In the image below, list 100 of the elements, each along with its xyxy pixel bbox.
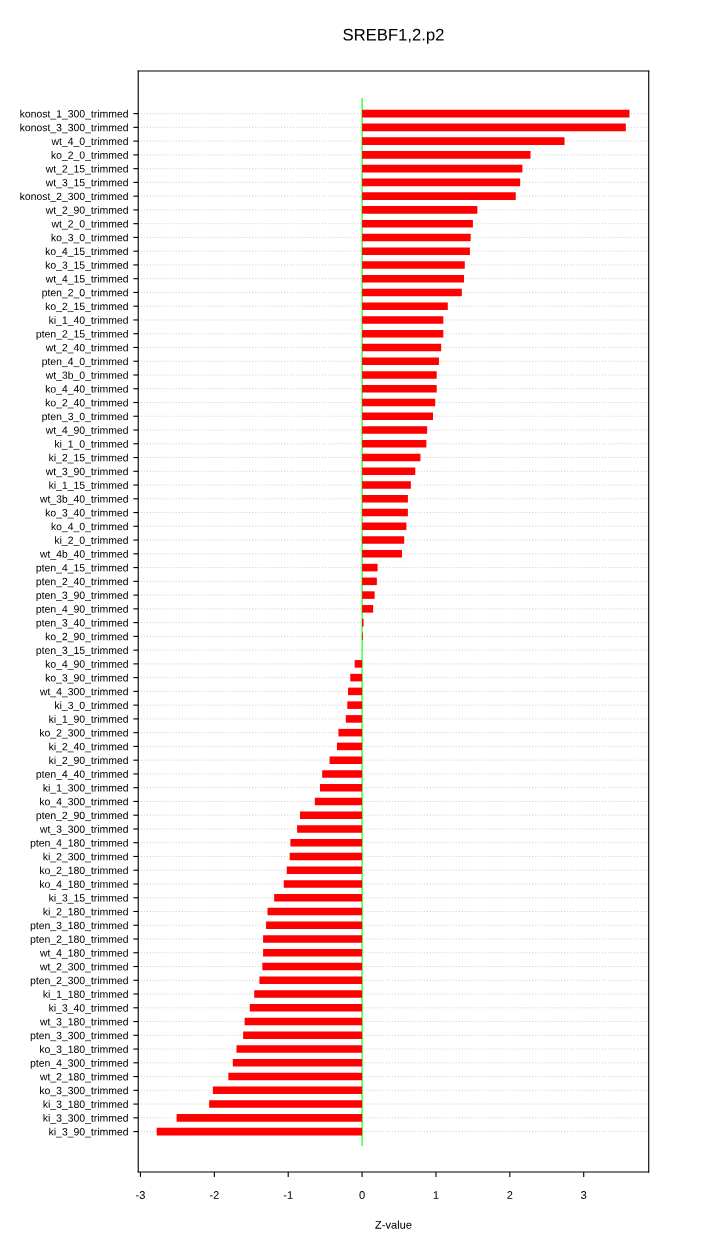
- y-tick-label: pten_4_300_trimmed: [30, 1059, 128, 1069]
- bar: [362, 591, 375, 599]
- x-tick-label: -1: [283, 1191, 293, 1199]
- y-tick-label: wt_4_180_trimmed: [39, 948, 128, 959]
- y-tick-label: ki_3_90_trimmed: [49, 1127, 128, 1138]
- y-tick-label: ko_2_40_trimmed: [45, 398, 128, 409]
- bar: [263, 948, 363, 957]
- bar: [262, 962, 363, 971]
- y-tick-label: ko_2_15_trimmed: [45, 302, 128, 313]
- bar: [236, 1045, 363, 1053]
- y-tick-label: wt_4_0_trimmed: [51, 137, 128, 147]
- y-tick-label: ko_3_0_trimmed: [51, 233, 128, 244]
- bar: [362, 343, 442, 352]
- bar: [362, 261, 465, 269]
- y-tick-label: pten_3_0_trimmed: [42, 412, 128, 423]
- y-tick-label: ko_3_180_trimmed: [40, 1045, 128, 1055]
- bar: [362, 357, 439, 366]
- bar: [362, 109, 630, 118]
- y-tick-label: pten_2_180_trimmed: [30, 935, 128, 945]
- y-tick-label: ko_4_90_trimmed: [45, 660, 128, 670]
- y-tick-label: pten_2_40_trimmed: [36, 577, 128, 588]
- y-tick-label: ki_3_0_trimmed: [55, 701, 128, 711]
- bar: [362, 453, 421, 462]
- y-tick-label: ki_3_15_trimmed: [49, 893, 128, 904]
- y-tick-label: konost_1_300_trimmed: [20, 109, 128, 120]
- bar: [362, 384, 437, 393]
- x-axis-title: Z-value: [375, 1220, 412, 1229]
- bar: [297, 825, 363, 833]
- y-tick-label: ki_2_0_trimmed: [55, 536, 128, 546]
- y-tick-label: ko_4_300_trimmed: [40, 797, 128, 808]
- bar: [345, 715, 363, 723]
- y-tick-label: wt_2_180_trimmed: [39, 1072, 128, 1083]
- y-tick-label: ki_2_180_trimmed: [43, 907, 128, 918]
- bar: [259, 976, 363, 985]
- bar: [300, 811, 363, 819]
- bar: [362, 467, 416, 476]
- y-tick-label: pten_2_300_trimmed: [30, 976, 128, 987]
- bar: [156, 1127, 363, 1136]
- bar: [362, 316, 444, 324]
- y-tick-label: ki_1_15_trimmed: [49, 481, 128, 491]
- bar: [362, 219, 473, 228]
- y-tick-label: pten_4_180_trimmed: [30, 838, 128, 849]
- bar: [362, 605, 374, 613]
- y-tick-label: wt_2_15_trimmed: [45, 164, 128, 175]
- y-tick-label: ko_4_180_trimmed: [40, 880, 128, 890]
- bar: [350, 673, 363, 682]
- bar: [362, 329, 444, 338]
- bar: [362, 563, 378, 572]
- y-tick-label: ko_4_0_trimmed: [51, 522, 128, 533]
- y-tick-label: pten_3_300_trimmed: [30, 1031, 128, 1042]
- x-tick-label: 1: [433, 1191, 439, 1199]
- y-tick-label: ko_2_180_trimmed: [40, 866, 128, 877]
- y-tick-label: wt_2_90_trimmed: [45, 206, 128, 216]
- bar: [266, 921, 363, 930]
- chart-title: SREBF1,2.p2: [343, 28, 444, 44]
- y-tick-label: ko_2_0_trimmed: [51, 151, 128, 161]
- y-tick-label: ki_3_40_trimmed: [49, 1004, 128, 1014]
- y-tick-label: ki_2_90_trimmed: [49, 756, 128, 767]
- y-tick-label: wt_3_180_trimmed: [39, 1017, 128, 1028]
- bar: [243, 1031, 363, 1040]
- y-tick-label: pten_2_90_trimmed: [36, 811, 128, 822]
- y-tick-label: ki_1_40_trimmed: [49, 316, 128, 326]
- bar: [176, 1114, 363, 1122]
- bar: [244, 1017, 363, 1026]
- y-tick-label: ki_1_180_trimmed: [43, 990, 128, 1000]
- y-tick-label: ko_4_15_trimmed: [45, 247, 128, 258]
- x-tick-label: -2: [209, 1191, 219, 1199]
- bar: [362, 412, 433, 421]
- bar: [362, 247, 470, 255]
- y-tick-label: ko_2_300_trimmed: [40, 728, 128, 739]
- bar: [283, 880, 363, 888]
- bar: [336, 742, 363, 751]
- y-tick-label: ko_3_90_trimmed: [45, 673, 128, 684]
- y-tick-label: ko_3_40_trimmed: [45, 508, 128, 519]
- y-tick-label: wt_3b_40_trimmed: [39, 495, 128, 505]
- bar: [362, 192, 516, 200]
- bar: [362, 302, 448, 310]
- bar: [347, 701, 363, 709]
- y-tick-label: ki_2_40_trimmed: [49, 742, 128, 753]
- bar: [267, 907, 363, 916]
- bar: [362, 371, 437, 379]
- bar: [274, 893, 363, 902]
- x-tick-label: 3: [581, 1191, 587, 1199]
- bar: [362, 274, 465, 283]
- y-tick-label: wt_2_40_trimmed: [45, 343, 128, 354]
- bar: [254, 990, 363, 998]
- y-tick-label: pten_4_15_trimmed: [36, 563, 128, 574]
- bar: [362, 233, 471, 242]
- bar: [319, 783, 363, 792]
- bar: [362, 137, 565, 145]
- y-tick-label: wt_3b_0_trimmed: [45, 371, 128, 381]
- x-tick-label: -3: [136, 1191, 145, 1199]
- y-tick-label: ko_4_40_trimmed: [45, 384, 128, 395]
- y-tick-label: wt_4_90_trimmed: [45, 426, 128, 436]
- y-tick-label: wt_4b_40_trimmed: [39, 550, 128, 560]
- y-tick-label: ki_2_300_trimmed: [43, 852, 128, 863]
- bar: [362, 288, 462, 297]
- bar: [362, 164, 523, 173]
- bar: [314, 797, 363, 806]
- y-tick-label: wt_4_15_trimmed: [45, 274, 128, 285]
